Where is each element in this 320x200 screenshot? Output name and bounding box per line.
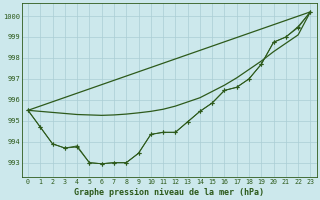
X-axis label: Graphe pression niveau de la mer (hPa): Graphe pression niveau de la mer (hPa): [74, 188, 264, 197]
